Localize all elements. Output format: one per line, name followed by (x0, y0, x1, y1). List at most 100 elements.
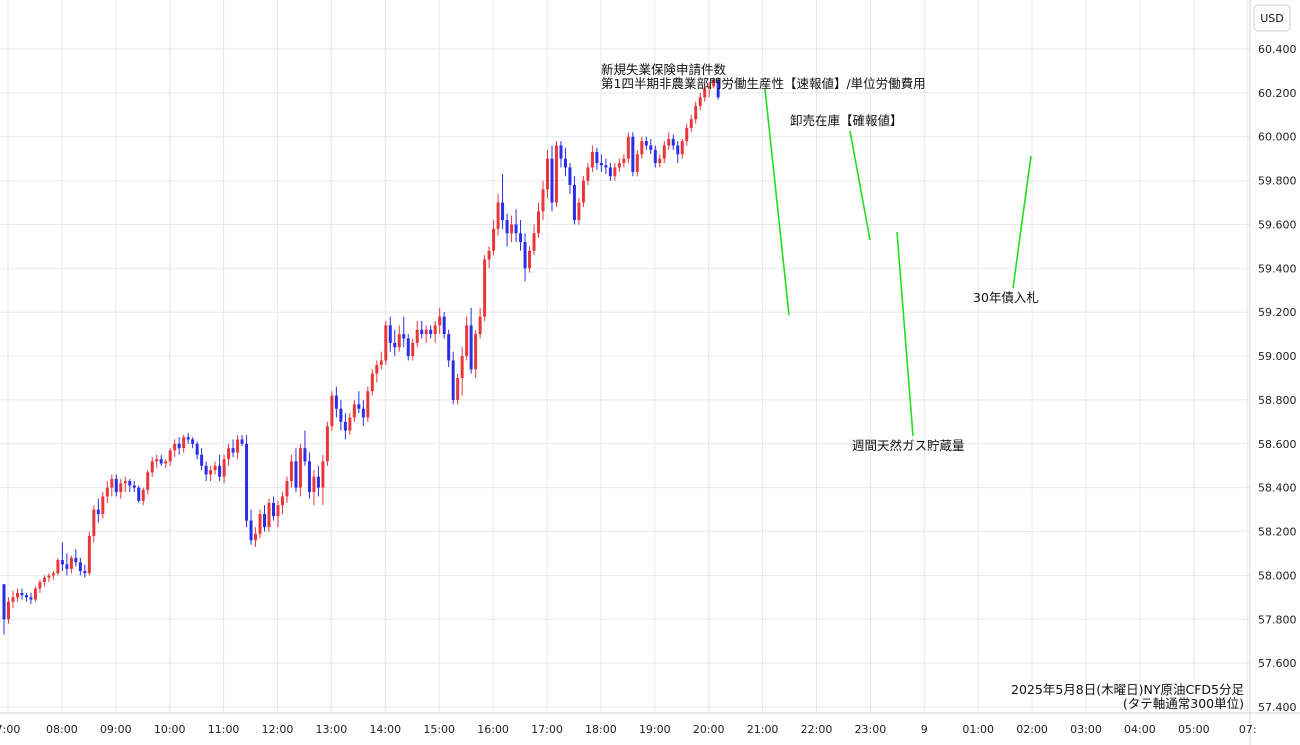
candle-body (213, 465, 217, 471)
candle-body (460, 356, 464, 378)
candle (456, 373, 460, 405)
candle (343, 413, 347, 440)
candle-body (581, 180, 585, 203)
candle (15, 588, 19, 602)
candle-body (182, 437, 186, 449)
candle-body (559, 145, 563, 159)
candle-body (218, 465, 222, 477)
candle-body (595, 152, 599, 164)
candle (285, 476, 289, 504)
candle-body (51, 573, 55, 576)
candle (164, 459, 168, 468)
candle-body (528, 250, 532, 269)
candle (698, 92, 702, 111)
annotation-leader-line (1012, 155, 1032, 289)
candle-body (586, 167, 590, 181)
candle (276, 500, 280, 528)
candle (150, 456, 154, 477)
candle-body (83, 571, 87, 574)
candle (617, 158, 621, 172)
y-tick-label: 59.800 (1258, 175, 1297, 188)
candle (622, 154, 626, 168)
event-annotations: 新規失業保険申請件数第1四半期非農業部門労働生産性【速報値】/単位労働費用卸売在… (601, 62, 1039, 453)
candle (393, 329, 397, 357)
candle (51, 571, 55, 580)
candle-body (20, 592, 24, 596)
candle (447, 329, 451, 368)
x-tick-label: 08:00 (46, 723, 78, 736)
candle (173, 439, 177, 457)
candle-body (15, 592, 19, 598)
candle-body (137, 487, 141, 501)
candle (658, 154, 662, 168)
x-tick-label: 16:00 (477, 723, 509, 736)
y-tick-label: 57.600 (1258, 657, 1297, 670)
candle-body (105, 487, 109, 497)
candle (321, 454, 325, 506)
candle-body (532, 233, 536, 251)
candle (33, 586, 37, 602)
candle (352, 399, 356, 422)
candle-body (357, 404, 361, 409)
candle-body (236, 439, 240, 453)
y-tick-label: 57.400 (1258, 701, 1297, 714)
candle (501, 174, 505, 229)
candle-body (348, 417, 352, 431)
candle (402, 316, 406, 348)
candle (707, 81, 711, 98)
annotation-text: 新規失業保険申請件数 (601, 62, 727, 77)
candle (460, 347, 464, 396)
candle-body (505, 220, 509, 234)
time-axis[interactable]: 7:00 08:00 09:00 10:00 11:00 12:00 13:00 14:00 1… (0, 723, 1257, 736)
candle (370, 369, 374, 396)
candle (667, 132, 671, 150)
candle (469, 307, 473, 374)
candle (294, 448, 298, 493)
candle-body (716, 79, 720, 98)
currency-label[interactable]: USD (1253, 4, 1291, 32)
candle (263, 505, 267, 532)
candle (703, 84, 707, 102)
candle-body (572, 184, 576, 221)
annotation-text: 週間天然ガス貯蔵量 (852, 438, 965, 453)
candlestick-series (2, 77, 720, 635)
candle-body (209, 470, 213, 475)
candle (289, 454, 293, 488)
candle-body (483, 259, 487, 317)
candle (245, 435, 249, 528)
candle-body (577, 202, 581, 221)
candle-body (254, 533, 258, 541)
price-axis[interactable]: 60.400 60.200 60.000 59.800 59.600 59.400 59.2… (1258, 43, 1297, 714)
candle-body (78, 562, 82, 572)
candle-body (676, 145, 680, 155)
candle-body (361, 408, 365, 418)
candle-body (29, 597, 33, 600)
candle (24, 592, 28, 602)
candle (209, 465, 213, 482)
candle-body (537, 211, 541, 234)
y-tick-label: 58.400 (1258, 482, 1297, 495)
candle-body (33, 588, 37, 600)
candle-body (245, 443, 249, 521)
candle-body (406, 338, 410, 357)
x-tick-label: 23:00 (855, 723, 887, 736)
x-tick-label: 14:00 (369, 723, 401, 736)
footnote-line: 2025年5月8日(木曜日)NY原油CFD5分足 (1011, 682, 1244, 697)
candle-body (501, 202, 505, 221)
candle-body (186, 437, 190, 440)
candle-body (617, 163, 621, 168)
candle (451, 351, 455, 405)
candle (595, 147, 599, 170)
candle-body (370, 373, 374, 392)
candle (397, 325, 401, 352)
candle-body (433, 325, 437, 335)
annotation: 卸売在庫【確報値】 (790, 113, 903, 241)
candle (411, 338, 415, 361)
candle (110, 474, 114, 497)
currency-box (1253, 4, 1291, 32)
annotation-text: 30年債入札 (973, 290, 1039, 305)
y-tick-label: 60.000 (1258, 131, 1297, 144)
candle (213, 461, 217, 475)
candle (442, 312, 446, 339)
